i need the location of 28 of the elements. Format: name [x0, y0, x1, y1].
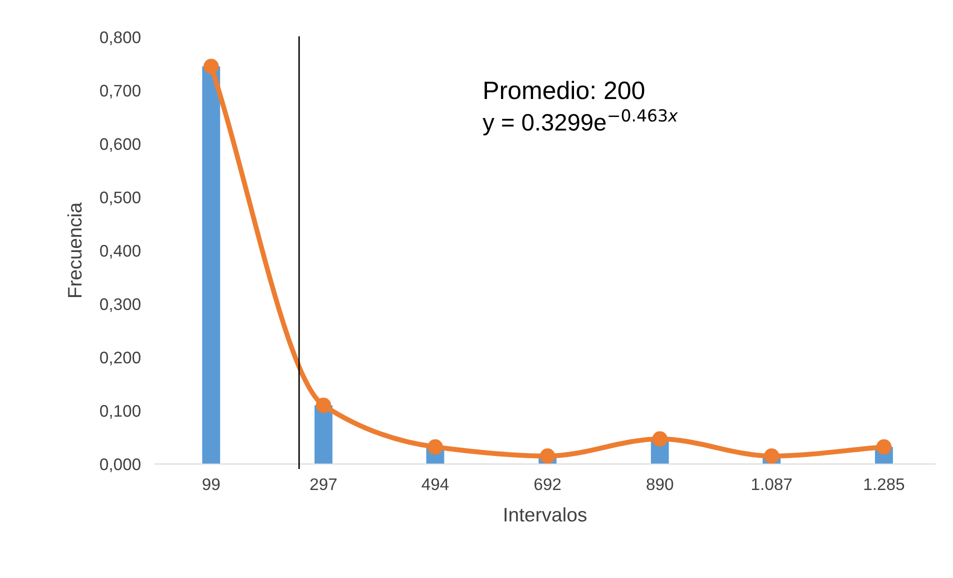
- x-tick-label: 1.087: [752, 478, 792, 490]
- y-tick-label: 0,100: [100, 405, 140, 419]
- point: [652, 431, 668, 447]
- point: [876, 439, 892, 455]
- x-tick-label: 890: [646, 478, 674, 490]
- point: [316, 398, 332, 413]
- x-tick-label: 494: [422, 478, 449, 490]
- point: [204, 58, 219, 74]
- x-tick-label: 297: [310, 478, 337, 490]
- x-tick-label: 1.285: [864, 478, 904, 490]
- point: [428, 439, 443, 455]
- y-axis-title: Frecuencia: [67, 202, 82, 297]
- y-tick-label: 0,400: [100, 244, 140, 259]
- bar: [202, 66, 220, 464]
- y-tick-label: 0,600: [100, 138, 140, 152]
- x-tick-label: 692: [534, 478, 561, 490]
- y-tick-label: 0,200: [100, 352, 140, 366]
- annotation: y = 0.3299e$^{−0.463x}$: [482, 109, 678, 136]
- point: [540, 448, 556, 464]
- point: [764, 448, 780, 464]
- x-tick-label: 99: [202, 478, 220, 490]
- y-tick-label: 0,500: [100, 192, 140, 206]
- annotation: Promedio: 200: [484, 80, 644, 100]
- y-tick-label: 0,800: [100, 31, 140, 46]
- y-tick-label: 0,300: [100, 298, 140, 312]
- y-tick-label: 0,000: [100, 458, 140, 472]
- x-axis-title: Intervalos: [504, 507, 586, 522]
- y-tick-label: 0,700: [100, 84, 140, 99]
